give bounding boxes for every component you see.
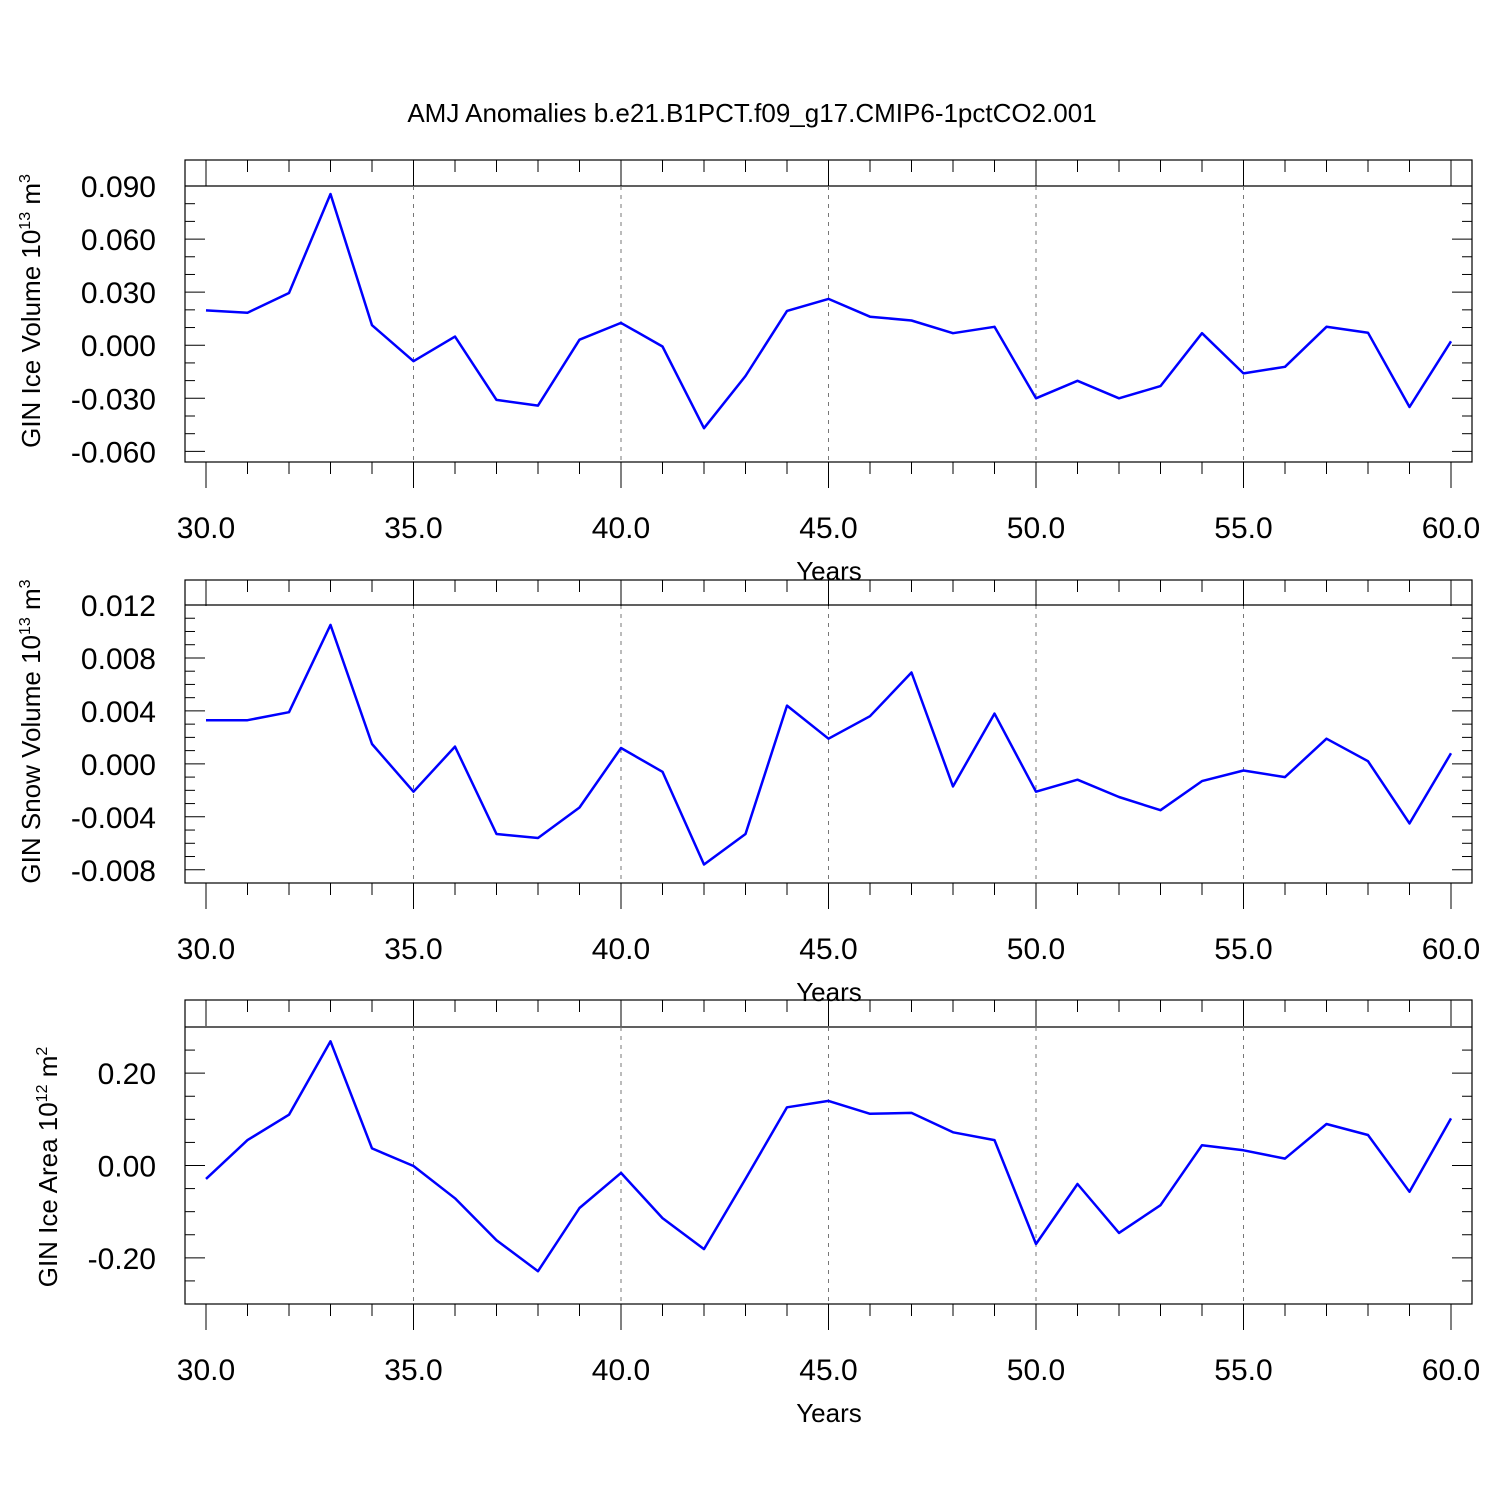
y-axis-label-main: GIN Ice Area 10 — [33, 1102, 63, 1287]
panel-3: 30.0 35.0 40.0 45.0 50.0 55.0 60.0 -0.20 0.00 0.2… — [33, 999, 1480, 1428]
x-tick-label: 50.0 — [1007, 1354, 1065, 1387]
x-tick-label: 30.0 — [177, 933, 235, 966]
y-axis-label-unit-exponent: 3 — [17, 579, 34, 588]
panels: 30.0 35.0 40.0 45.0 50.0 55.0 60.0 -0.060 -0.030… — [16, 159, 1480, 1428]
y-axis-label-unit: m — [33, 1056, 63, 1085]
x-tick-label: 55.0 — [1214, 933, 1272, 966]
y-axis-label-main: GIN Snow Volume 10 — [16, 635, 46, 884]
y-tick-label: -0.20 — [88, 1243, 156, 1276]
y-axis-label-exponent: 12 — [34, 1084, 51, 1102]
y-tick-label: 0.012 — [81, 590, 156, 623]
x-tick-label: 30.0 — [177, 512, 235, 545]
x-tick-label: 60.0 — [1422, 1354, 1480, 1387]
series-line — [206, 623, 1453, 866]
y-axis-label-main: GIN Ice Volume 10 — [16, 230, 46, 448]
y-axis-label-exponent: 13 — [17, 212, 34, 230]
x-tick-label: 45.0 — [799, 1354, 857, 1387]
x-tick-label: 50.0 — [1007, 933, 1065, 966]
series-line — [205, 192, 1453, 430]
y-axis-label-unit-exponent: 2 — [34, 1047, 51, 1056]
y-axis-label-exponent: 13 — [17, 617, 34, 635]
x-tick-label: 40.0 — [592, 1354, 650, 1387]
y-tick-label: -0.008 — [71, 855, 156, 888]
panel-2: 30.0 35.0 40.0 45.0 50.0 55.0 60.0 -0.008 -0.004… — [16, 579, 1480, 1007]
y-axis-label: GIN Snow Volume 1013 m3 — [16, 579, 46, 883]
x-tick-label: 50.0 — [1007, 512, 1065, 545]
x-axis-label: Years — [796, 1398, 862, 1428]
y-axis-label-unit: m — [16, 183, 46, 212]
y-axis-label: GIN Ice Area 1012 m2 — [33, 1047, 63, 1288]
x-tick-label: 30.0 — [177, 1354, 235, 1387]
x-tick-label: 60.0 — [1422, 933, 1480, 966]
x-tick-label: 35.0 — [384, 512, 442, 545]
x-tick-label: 55.0 — [1214, 1354, 1272, 1387]
y-tick-label: -0.060 — [71, 436, 156, 469]
figure-title: AMJ Anomalies b.e21.B1PCT.f09_g17.CMIP6-… — [407, 98, 1096, 128]
y-tick-label: 0.060 — [81, 224, 156, 257]
y-tick-label: 0.00 — [98, 1151, 156, 1184]
y-tick-label: -0.004 — [71, 802, 156, 835]
x-tick-label: 45.0 — [799, 512, 857, 545]
y-axis-label: GIN Ice Volume 1013 m3 — [16, 174, 46, 448]
y-tick-label: -0.030 — [71, 383, 156, 416]
x-tick-label: 40.0 — [592, 512, 650, 545]
y-tick-label: 0.008 — [81, 643, 156, 676]
y-tick-label: 0.000 — [81, 749, 156, 782]
y-tick-label: 0.030 — [81, 277, 156, 310]
y-axis-label-unit: m — [16, 588, 46, 617]
y-tick-label: 0.000 — [81, 330, 156, 363]
panel-1: 30.0 35.0 40.0 45.0 50.0 55.0 60.0 -0.060 -0.030… — [16, 159, 1480, 586]
y-tick-label: 0.004 — [81, 696, 156, 729]
y-axis-label-unit-exponent: 3 — [17, 174, 34, 183]
series-line — [205, 1040, 1453, 1273]
x-tick-label: 35.0 — [384, 933, 442, 966]
y-tick-label: 0.20 — [98, 1058, 156, 1091]
x-tick-label: 45.0 — [799, 933, 857, 966]
x-tick-label: 60.0 — [1422, 512, 1480, 545]
y-tick-label: 0.090 — [81, 171, 156, 204]
x-tick-label: 40.0 — [592, 933, 650, 966]
x-tick-label: 55.0 — [1214, 512, 1272, 545]
x-tick-label: 35.0 — [384, 1354, 442, 1387]
